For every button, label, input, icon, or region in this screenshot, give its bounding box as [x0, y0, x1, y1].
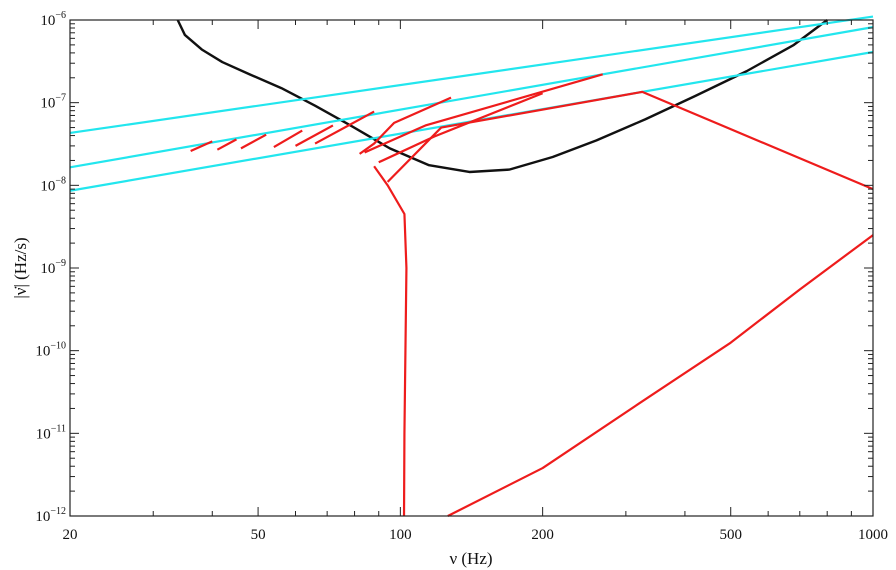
- x-tick-label: 50: [251, 527, 266, 543]
- axis-ticks: [69, 19, 874, 517]
- x-tick-label: 100: [389, 527, 412, 543]
- x-tick-label: 500: [719, 527, 742, 543]
- y-tick-label: 10−8: [40, 175, 66, 194]
- y-tick-label: 10−7: [40, 93, 66, 112]
- y-tick-label: 10−10: [35, 341, 66, 360]
- y-tick-label: 10−9: [40, 258, 66, 277]
- series-line-cyan-1: [69, 15, 874, 135]
- series-line-red-10: [358, 96, 452, 155]
- y-tick-label: 10−6: [40, 10, 66, 29]
- series-line-red-14: [373, 165, 408, 517]
- series-line-cyan-2: [69, 26, 874, 169]
- y-tick-label: 10−11: [36, 423, 66, 442]
- axis-tick-labels: 20 50 100 200 500 1000 10−12 10−11 10−10 10−9 10−8…: [35, 10, 888, 543]
- series-line-red-9: [314, 110, 375, 145]
- y-axis-label: |ν̇| (Hz/s): [11, 237, 30, 298]
- x-tick-label: 20: [63, 527, 78, 543]
- x-axis-label: ν (Hz): [449, 549, 492, 568]
- series-line-black-0: [176, 19, 828, 174]
- series-line-red-12: [378, 92, 544, 164]
- x-tick-label: 1000: [858, 527, 888, 543]
- series-line-red-15: [447, 234, 874, 517]
- y-tick-label: 10−12: [35, 506, 66, 525]
- series-line-red-5: [216, 138, 237, 151]
- series-line-red-6: [240, 133, 267, 150]
- series-line-red-7: [273, 129, 303, 149]
- plot-frame: [69, 19, 874, 517]
- x-tick-label: 200: [531, 527, 554, 543]
- plot-area: [69, 15, 874, 517]
- series-line-red-11: [364, 73, 604, 154]
- series-line-red-4: [190, 140, 213, 153]
- series-line-red-8: [294, 124, 334, 147]
- series-line-red-13: [386, 90, 874, 191]
